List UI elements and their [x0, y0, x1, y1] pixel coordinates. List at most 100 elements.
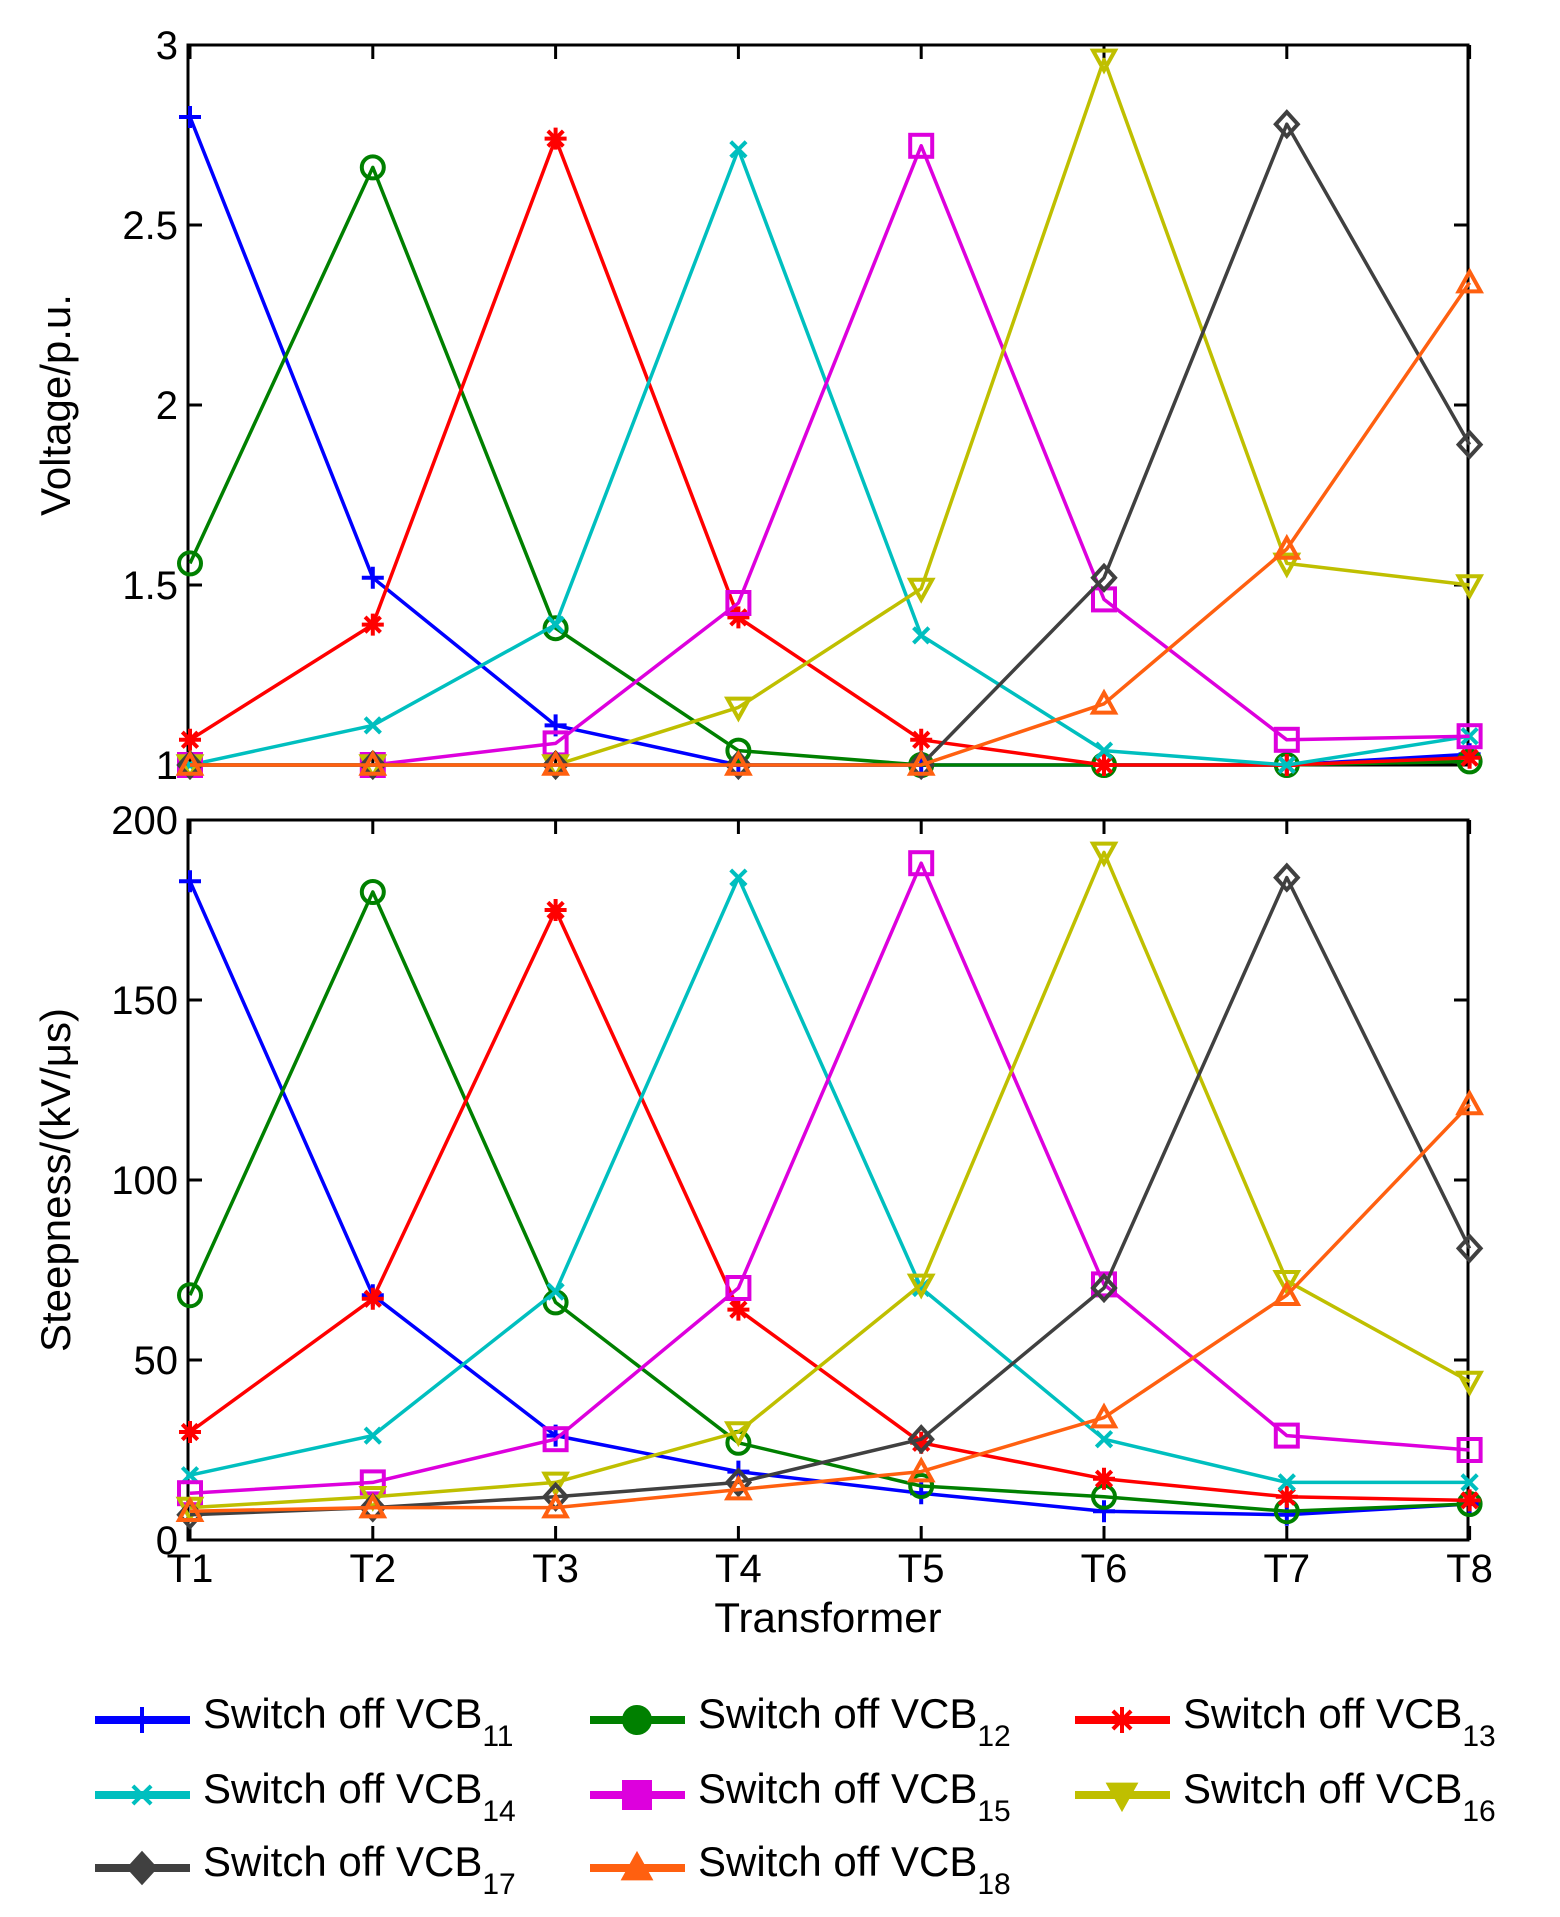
legend-marker	[620, 1850, 654, 1881]
series-line	[190, 122, 1472, 767]
x-tick-label: T3	[532, 1547, 579, 1591]
data-point	[1277, 755, 1296, 775]
data-point	[358, 1492, 388, 1519]
series-line	[188, 116, 1470, 767]
y-tick-label: 100	[111, 1159, 178, 1203]
series-line	[189, 875, 1472, 1517]
plots: 1 1.5 2 2.5 3 Voltage/p.u. 0 50 100 150 200 T1 T2 T3 T…	[32, 24, 1493, 1641]
data-point	[363, 716, 382, 735]
series-line	[190, 281, 1472, 767]
legend-label: Switch off VCB13	[1183, 1690, 1496, 1753]
data-point	[179, 728, 201, 751]
x-tick-label: T2	[349, 1547, 396, 1591]
data-point	[179, 106, 201, 128]
data-point	[906, 577, 936, 604]
data-point	[541, 1471, 570, 1498]
series-6	[175, 48, 1484, 781]
data-point	[1455, 1089, 1484, 1116]
data-point	[358, 1486, 388, 1512]
data-point	[175, 749, 205, 776]
data-point	[541, 749, 570, 781]
data-point	[359, 749, 387, 781]
data-point	[1455, 1370, 1484, 1397]
y-tick-label: 50	[134, 1339, 179, 1383]
y-tick-label: 0	[156, 1519, 178, 1563]
series-line	[189, 136, 1470, 767]
series-4	[180, 868, 1479, 1492]
series-8	[175, 267, 1484, 776]
data-point	[729, 868, 748, 887]
legend-label: Switch off VCB18	[698, 1838, 1011, 1901]
legend-entry: Switch off VCB16	[1075, 1765, 1496, 1828]
data-point	[1456, 1437, 1483, 1463]
data-point	[1089, 48, 1119, 75]
data-point	[1275, 1485, 1298, 1508]
legend-marker	[622, 1780, 652, 1810]
data-point	[179, 870, 201, 893]
data-point	[908, 132, 935, 159]
data-point	[359, 1492, 387, 1523]
series-line	[189, 861, 1470, 1495]
legend-entry: Switch off VCB13	[1075, 1690, 1496, 1753]
data-point	[179, 1421, 201, 1443]
data-point	[907, 1424, 935, 1455]
panel-1: 1 1.5 2 2.5 3 Voltage/p.u.	[32, 24, 1484, 788]
data-point	[541, 1492, 570, 1519]
x-tick-label: T7	[1263, 1547, 1310, 1591]
y-tick-label: 2.5	[122, 204, 178, 248]
y-axis-title: Steepness/(kV/μs)	[32, 1008, 79, 1352]
series-line	[188, 908, 1470, 1503]
data-point	[1456, 723, 1483, 750]
y-tick-label: 1	[156, 744, 178, 788]
legend-marker	[126, 1850, 158, 1886]
x-tick-label: T5	[898, 1547, 945, 1591]
data-point	[176, 749, 204, 781]
data-point	[177, 550, 203, 577]
legend-label: Switch off VCB12	[698, 1690, 1011, 1753]
data-point	[1272, 533, 1302, 560]
data-point	[1090, 1272, 1118, 1304]
data-point	[1455, 429, 1484, 460]
data-point	[546, 615, 565, 634]
data-point	[724, 1474, 753, 1501]
data-point	[908, 1473, 935, 1499]
series-6	[175, 841, 1484, 1523]
x-tick-label: T8	[1446, 1547, 1493, 1591]
data-point	[1455, 1233, 1484, 1264]
legend-marker	[1109, 1707, 1135, 1733]
data-point	[906, 749, 936, 776]
data-point	[361, 566, 384, 589]
data-point	[1093, 1467, 1115, 1490]
legend-label: Switch off VCB11	[203, 1690, 514, 1753]
series-line	[188, 890, 1470, 1513]
series-1	[179, 870, 1481, 1526]
data-point	[912, 626, 931, 645]
legend-entry: Switch off VCB14	[95, 1765, 516, 1828]
data-point	[1089, 841, 1119, 868]
legend-label: Switch off VCB16	[1183, 1765, 1496, 1828]
y-tick-label: 2	[156, 384, 178, 428]
y-tick-label: 3	[156, 24, 178, 68]
data-point	[1273, 726, 1300, 753]
series-line	[189, 1103, 1471, 1513]
legend-marker	[622, 1705, 652, 1735]
data-point	[541, 749, 570, 776]
data-point	[175, 1496, 205, 1522]
x-axis-title: Transformer	[714, 1594, 941, 1641]
data-point	[361, 1287, 384, 1310]
data-point	[724, 696, 753, 723]
series-3	[179, 127, 1481, 776]
series-8	[175, 1089, 1484, 1522]
series-line	[190, 144, 1470, 767]
series-2	[177, 154, 1483, 778]
legend-entry: Switch off VCB12	[590, 1690, 1011, 1753]
legend-label: Switch off VCB17	[203, 1838, 516, 1901]
legend-entry: Switch off VCB18	[590, 1838, 1011, 1901]
data-point	[177, 1282, 203, 1309]
legend: Switch off VCB11 Switch off VCB12 Switch o…	[95, 1690, 1496, 1901]
series-line	[189, 850, 1471, 1510]
data-point	[724, 1421, 753, 1448]
data-point	[546, 1282, 565, 1301]
y-tick-label: 150	[111, 979, 178, 1023]
